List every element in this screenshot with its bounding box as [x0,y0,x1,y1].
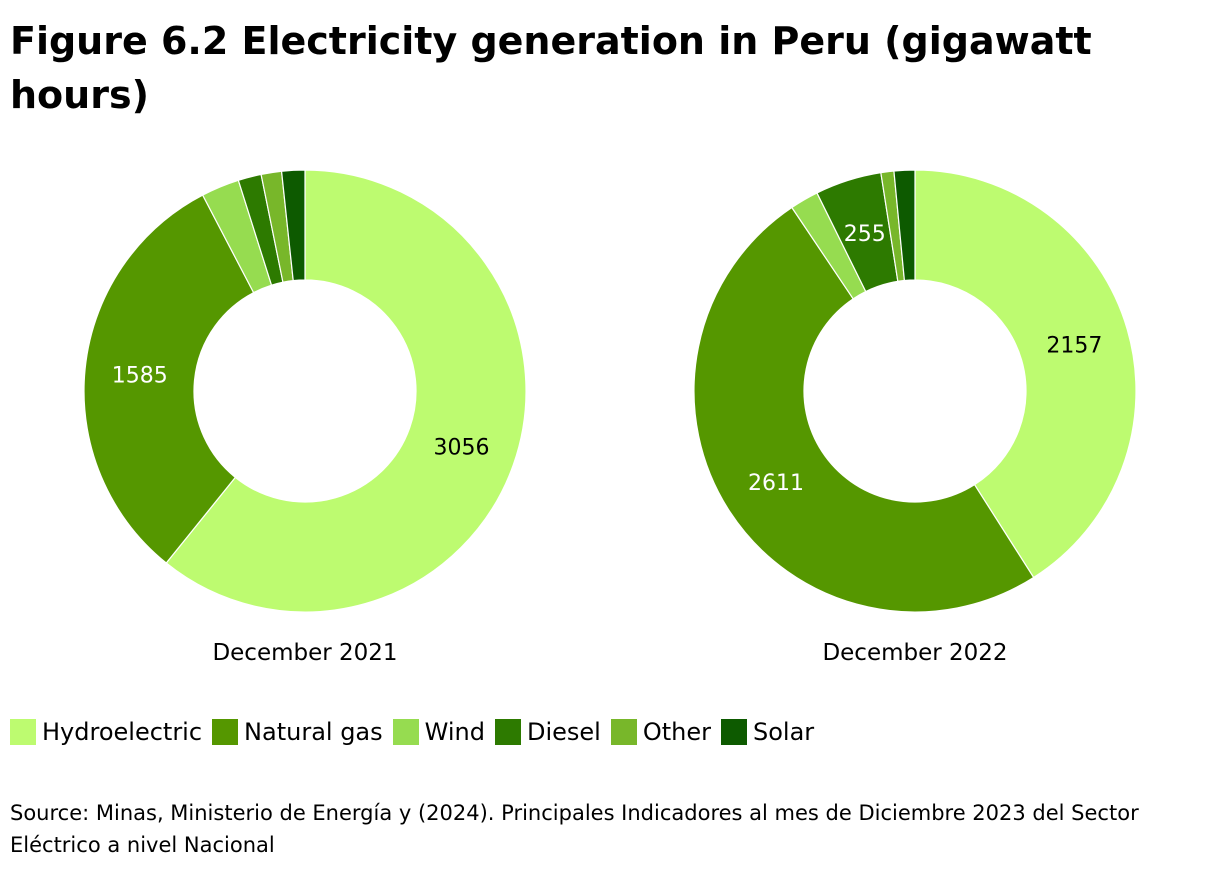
data-label: 2611 [748,471,804,496]
slice-hydroelectric [914,169,1137,579]
data-label: 3056 [434,435,490,460]
legend-label: Diesel [526,718,601,746]
slice-natural-gas [693,206,1035,613]
slice-solar [280,169,306,282]
slice-solar [893,169,916,282]
slice-natural-gas [83,194,255,564]
legend-item-solar: Solar [721,718,814,746]
chart-title: Figure 6.2 Electricity generation in Per… [10,19,1092,117]
legend-swatch [721,719,747,745]
legend-item-diesel: Diesel [494,718,601,746]
legend-label: Other [642,718,711,746]
legend-label: Wind [424,718,485,746]
donut-title: December 2022 [822,640,1007,666]
legend: Hydroelectric Natural gas Wind Diesel Other S… [10,718,824,746]
slice-hydroelectric [165,169,527,613]
legend-swatch [494,719,521,745]
legend-item-hydroelectric: Hydroelectric [10,718,202,746]
legend-label: Natural gas [244,718,383,746]
legend-item-natural-gas: Natural gas [212,718,383,746]
legend-item-wind: Wind [392,718,485,746]
legend-swatch [610,719,637,745]
data-label: 2157 [1046,334,1102,359]
legend-label: Solar [753,718,815,746]
legend-swatch [392,719,419,745]
data-label: 255 [844,222,886,247]
legend-swatch [10,719,36,745]
data-label: 1585 [112,364,168,389]
donut-charts: 3056 1585 December 2021 2157 2611 255 December… [83,169,1137,666]
source-note: Source: Minas, Ministerio de Energía y (… [10,801,1139,857]
legend-item-other: Other [610,718,711,746]
legend-label: Hydroelectric [42,718,203,746]
legend-swatch [212,719,239,745]
donut-title: December 2021 [212,640,397,666]
